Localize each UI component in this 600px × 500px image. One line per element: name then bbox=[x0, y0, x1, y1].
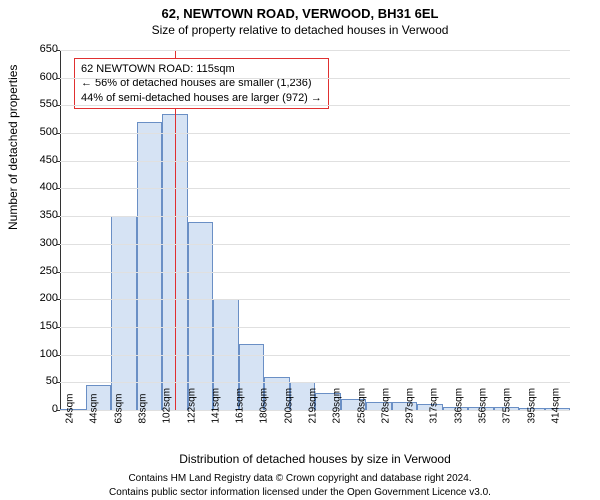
gridline bbox=[60, 216, 570, 217]
y-tick-label: 200 bbox=[8, 292, 58, 304]
gridline bbox=[60, 188, 570, 189]
y-tick-label: 150 bbox=[8, 320, 58, 332]
y-tick-label: 400 bbox=[8, 181, 58, 193]
gridline bbox=[60, 133, 570, 134]
y-tick-mark bbox=[56, 355, 60, 356]
gridline bbox=[60, 78, 570, 79]
y-tick-label: 300 bbox=[8, 237, 58, 249]
y-tick-mark bbox=[56, 133, 60, 134]
y-tick-mark bbox=[56, 78, 60, 79]
gridline bbox=[60, 50, 570, 51]
attribution-line-2: Contains public sector information licen… bbox=[0, 487, 600, 498]
y-tick-label: 650 bbox=[8, 43, 58, 55]
y-tick-mark bbox=[56, 216, 60, 217]
y-tick-mark bbox=[56, 50, 60, 51]
histogram-bar bbox=[137, 122, 163, 410]
gridline bbox=[60, 244, 570, 245]
y-tick-mark bbox=[56, 188, 60, 189]
y-tick-mark bbox=[56, 382, 60, 383]
y-tick-label: 0 bbox=[8, 403, 58, 415]
y-axis-label: Number of detached properties bbox=[6, 65, 20, 230]
annotation-line3: 44% of semi-detached houses are larger (… bbox=[81, 91, 322, 105]
y-tick-mark bbox=[56, 161, 60, 162]
y-tick-label: 500 bbox=[8, 126, 58, 138]
attribution-line-1: Contains HM Land Registry data © Crown c… bbox=[0, 473, 600, 484]
gridline bbox=[60, 161, 570, 162]
gridline bbox=[60, 299, 570, 300]
y-tick-label: 600 bbox=[8, 71, 58, 83]
y-tick-mark bbox=[56, 272, 60, 273]
gridline bbox=[60, 355, 570, 356]
y-tick-label: 50 bbox=[8, 375, 58, 387]
chart-subtitle: Size of property relative to detached ho… bbox=[0, 21, 600, 37]
plot-area: 62 NEWTOWN ROAD: 115sqm← 56% of detached… bbox=[60, 50, 570, 410]
y-tick-label: 350 bbox=[8, 209, 58, 221]
y-tick-label: 250 bbox=[8, 265, 58, 277]
y-tick-mark bbox=[56, 410, 60, 411]
y-tick-mark bbox=[56, 327, 60, 328]
x-axis-label: Distribution of detached houses by size … bbox=[60, 452, 570, 466]
y-tick-label: 550 bbox=[8, 98, 58, 110]
chart-title-address: 62, NEWTOWN ROAD, VERWOOD, BH31 6EL bbox=[0, 0, 600, 21]
gridline bbox=[60, 327, 570, 328]
gridline bbox=[60, 105, 570, 106]
y-tick-label: 450 bbox=[8, 154, 58, 166]
y-tick-mark bbox=[56, 244, 60, 245]
y-tick-label: 100 bbox=[8, 348, 58, 360]
gridline bbox=[60, 382, 570, 383]
histogram-bar bbox=[111, 216, 137, 410]
y-tick-mark bbox=[56, 299, 60, 300]
annotation-box: 62 NEWTOWN ROAD: 115sqm← 56% of detached… bbox=[74, 58, 329, 109]
annotation-line1: 62 NEWTOWN ROAD: 115sqm bbox=[81, 62, 322, 76]
gridline bbox=[60, 272, 570, 273]
y-tick-mark bbox=[56, 105, 60, 106]
